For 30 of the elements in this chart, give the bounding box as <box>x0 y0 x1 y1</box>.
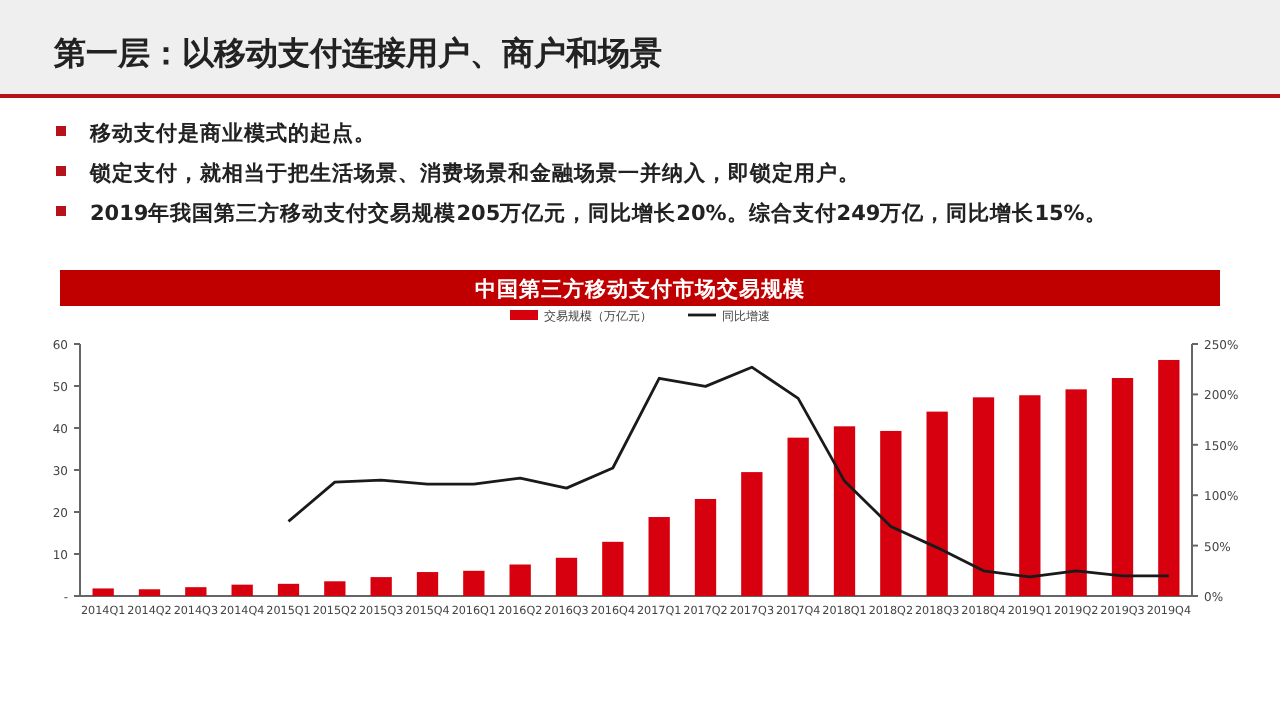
bar <box>833 426 856 596</box>
bar <box>741 472 763 596</box>
bar <box>138 589 161 596</box>
bar <box>1065 389 1087 596</box>
bar <box>324 581 346 596</box>
bar <box>185 587 207 596</box>
bar <box>1111 378 1134 596</box>
text: 锁定支付，就相当于把生活场景、消费场景和金融场景一并纳入，即锁定用户。 <box>88 160 860 186</box>
bar <box>926 411 948 596</box>
bar <box>972 397 995 596</box>
bar <box>555 557 578 596</box>
line-series <box>287 365 1171 579</box>
bar <box>1019 395 1041 596</box>
bar <box>787 437 809 596</box>
bar <box>92 588 114 596</box>
bar <box>1158 359 1180 596</box>
chart-title: 第一层：以移动支付连接用户、商户和场景 <box>52 34 662 72</box>
bar <box>463 570 485 596</box>
text: 移动支付是商业模式的起点。 <box>88 120 376 146</box>
bar <box>231 584 253 596</box>
bar <box>509 564 531 596</box>
bar <box>277 583 300 596</box>
chart-subtitle: 中国第三方移动支付市场交易规模 <box>475 276 805 302</box>
bar <box>602 541 624 596</box>
bar <box>694 498 717 596</box>
bar <box>648 517 670 596</box>
bar <box>880 430 902 596</box>
text: 2019年我国第三方移动支付交易规模205万亿元，同比增长20%。综合支付249万亿，同比增长15%。 <box>90 200 1107 226</box>
bar <box>370 577 392 596</box>
bar <box>416 572 439 596</box>
